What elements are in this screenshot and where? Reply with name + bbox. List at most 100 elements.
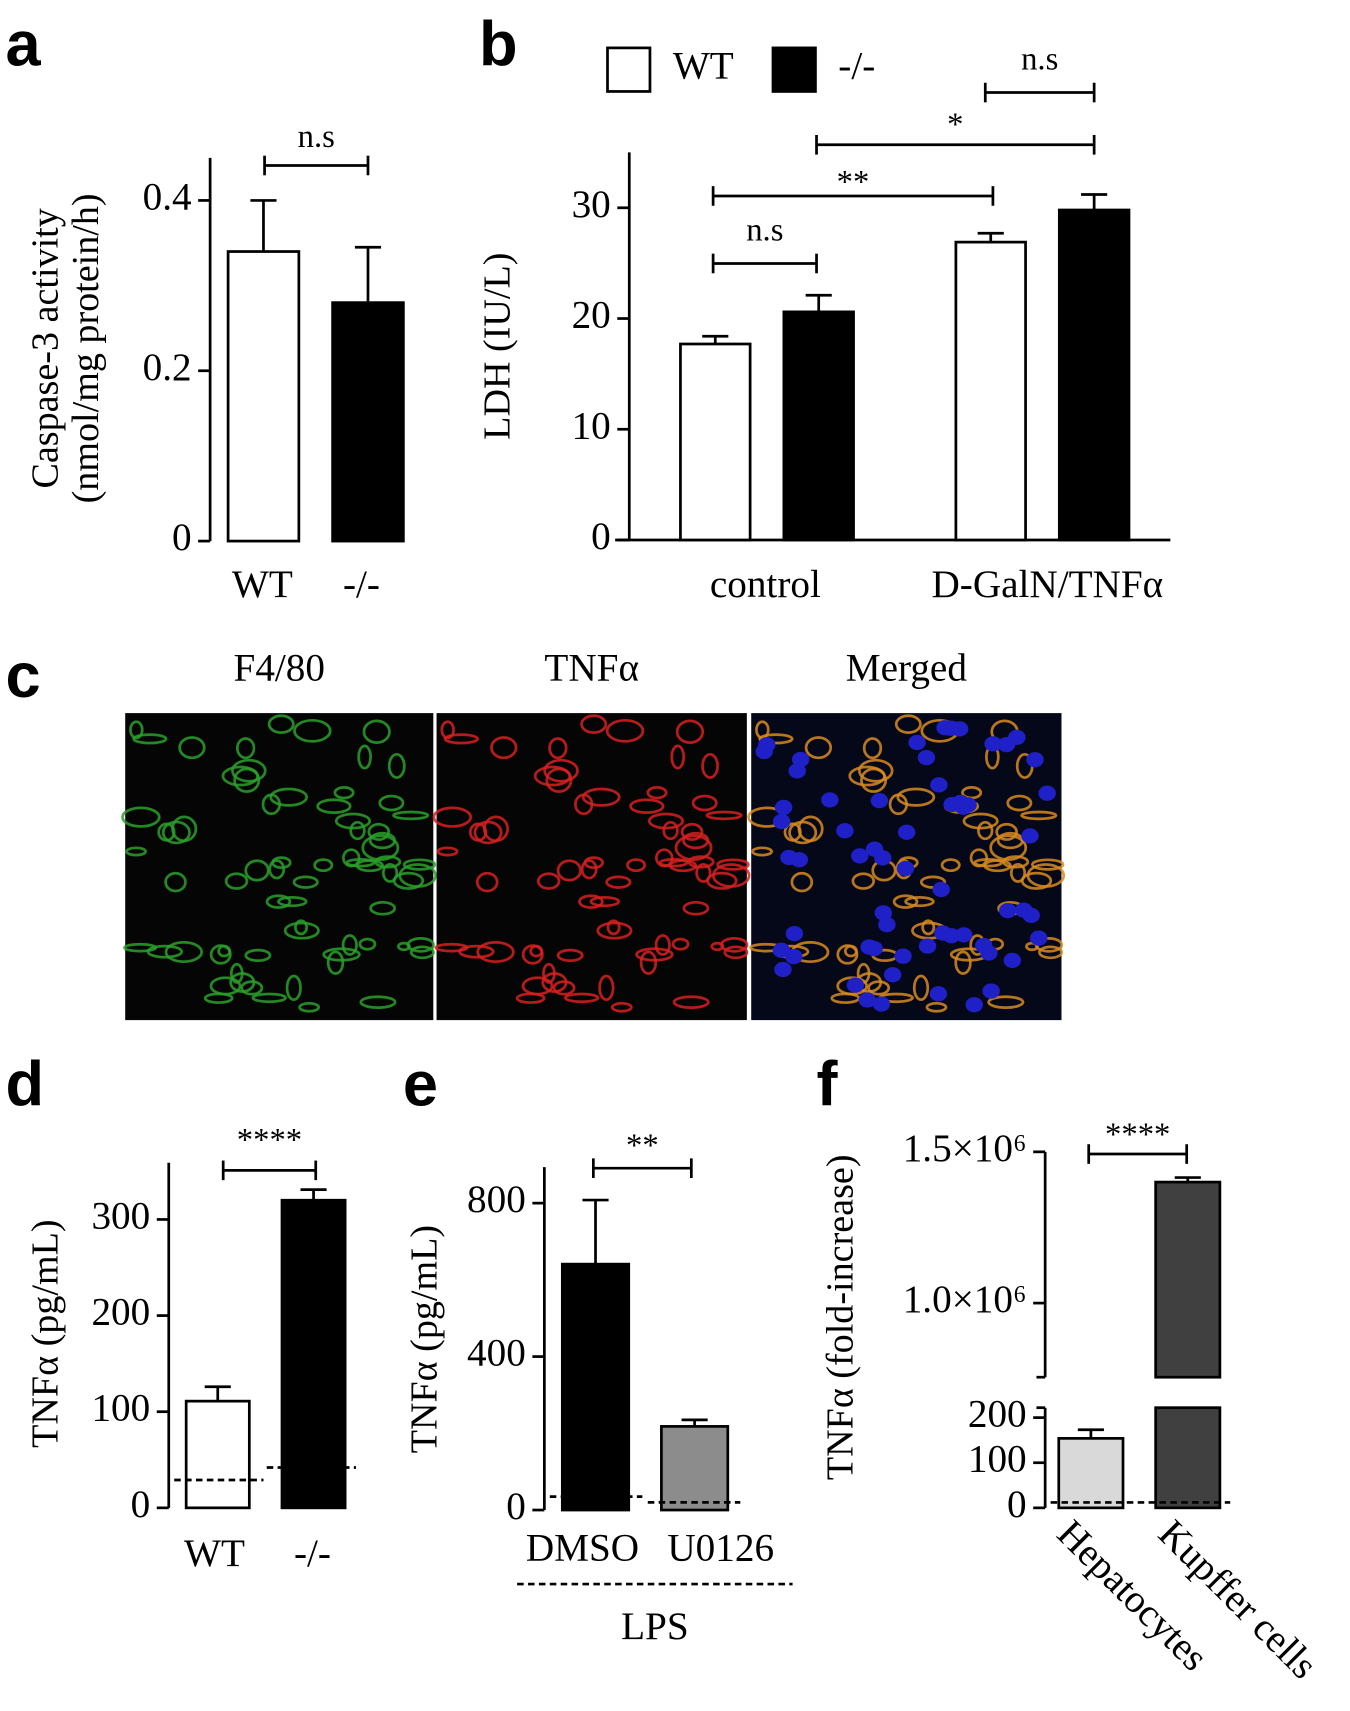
cell xyxy=(896,787,936,807)
cell xyxy=(1025,941,1039,952)
cell xyxy=(680,822,704,841)
x-tick-label: control xyxy=(710,563,821,606)
y-tick-label: 300 xyxy=(91,1194,150,1237)
cell xyxy=(654,934,671,956)
cell xyxy=(313,858,334,873)
cell xyxy=(989,834,1028,862)
cell xyxy=(581,787,621,807)
y-tick-label: 20 xyxy=(572,294,611,337)
nucleus xyxy=(772,942,791,958)
cell xyxy=(265,894,292,909)
significance: **** xyxy=(1105,1117,1170,1153)
cell xyxy=(639,950,658,975)
y-tick-label: 0 xyxy=(172,516,192,559)
cell xyxy=(862,737,883,760)
nucleus xyxy=(897,824,916,840)
group-label: LPS xyxy=(621,1605,689,1648)
cell xyxy=(436,846,459,857)
nucleus xyxy=(874,905,893,921)
y-tick-label: 0 xyxy=(591,515,611,558)
bar xyxy=(679,342,752,542)
cell xyxy=(123,942,158,953)
cell xyxy=(548,737,568,760)
cell xyxy=(316,798,352,814)
y-tick-label: 400 xyxy=(467,1332,526,1375)
x-tick-label: -/- xyxy=(294,1532,331,1575)
nucleus xyxy=(1021,828,1039,844)
nucleus xyxy=(896,860,915,877)
cell xyxy=(851,872,876,890)
cell xyxy=(969,848,989,868)
nucleus xyxy=(999,903,1017,919)
cell xyxy=(164,941,204,964)
cell xyxy=(402,858,437,871)
nucleus xyxy=(929,986,948,1002)
nucleus xyxy=(980,945,998,961)
cell xyxy=(521,944,544,965)
micrograph xyxy=(432,713,751,1021)
nucleus xyxy=(872,996,891,1012)
cell xyxy=(440,720,455,740)
cell xyxy=(476,941,515,964)
nucleus xyxy=(1038,785,1056,801)
significance: n.s xyxy=(746,212,783,248)
cell xyxy=(830,992,861,1004)
y-tick-label: 0 xyxy=(1007,1483,1027,1526)
panel-letter: a xyxy=(5,10,41,80)
y-axis-label: TNFα (pg/mL) xyxy=(25,1219,67,1447)
y-tick-label: 0 xyxy=(131,1483,151,1526)
cell xyxy=(333,785,355,800)
nucleus xyxy=(865,841,884,857)
cell xyxy=(1020,871,1053,890)
cell xyxy=(655,848,674,868)
nucleus xyxy=(982,983,1000,999)
cell xyxy=(606,919,621,936)
cell xyxy=(285,974,302,1001)
cell xyxy=(387,752,406,779)
cell xyxy=(398,863,437,888)
nucleus xyxy=(788,763,806,779)
cell xyxy=(409,945,435,960)
cell xyxy=(298,1001,321,1013)
cell xyxy=(357,744,372,770)
nucleus xyxy=(821,792,839,808)
cell xyxy=(954,950,972,975)
cell xyxy=(392,810,430,821)
cell xyxy=(1009,862,1027,883)
nucleus xyxy=(917,750,936,766)
legend-label: -/- xyxy=(838,45,875,88)
nucleus xyxy=(918,938,937,954)
cell xyxy=(268,859,286,880)
bar xyxy=(560,1262,631,1512)
cell xyxy=(121,806,161,828)
nucleus xyxy=(1008,729,1026,745)
cell xyxy=(236,737,256,760)
y-tick-label: 1.5×10⁶ xyxy=(903,1127,1027,1170)
cell xyxy=(921,919,936,936)
cell xyxy=(397,941,411,952)
cell xyxy=(231,758,267,783)
panel-letter: c xyxy=(5,641,40,711)
cell xyxy=(578,894,604,909)
cell xyxy=(334,812,372,830)
significance: n.s xyxy=(1021,42,1058,78)
cell xyxy=(563,992,600,1004)
cell xyxy=(358,937,377,951)
cell xyxy=(670,744,686,770)
cell xyxy=(674,834,713,862)
nucleus xyxy=(1003,952,1022,969)
nucleus xyxy=(883,967,902,983)
cell xyxy=(836,944,859,965)
cell xyxy=(580,714,608,734)
nucleus xyxy=(755,743,773,760)
cell xyxy=(583,856,605,870)
cell xyxy=(662,820,679,841)
cell xyxy=(671,937,690,951)
bar xyxy=(1154,1180,1222,1379)
nucleus xyxy=(846,977,865,993)
cell xyxy=(1030,858,1065,871)
cell xyxy=(434,942,469,953)
cell xyxy=(755,720,770,740)
nucleus xyxy=(858,992,877,1008)
